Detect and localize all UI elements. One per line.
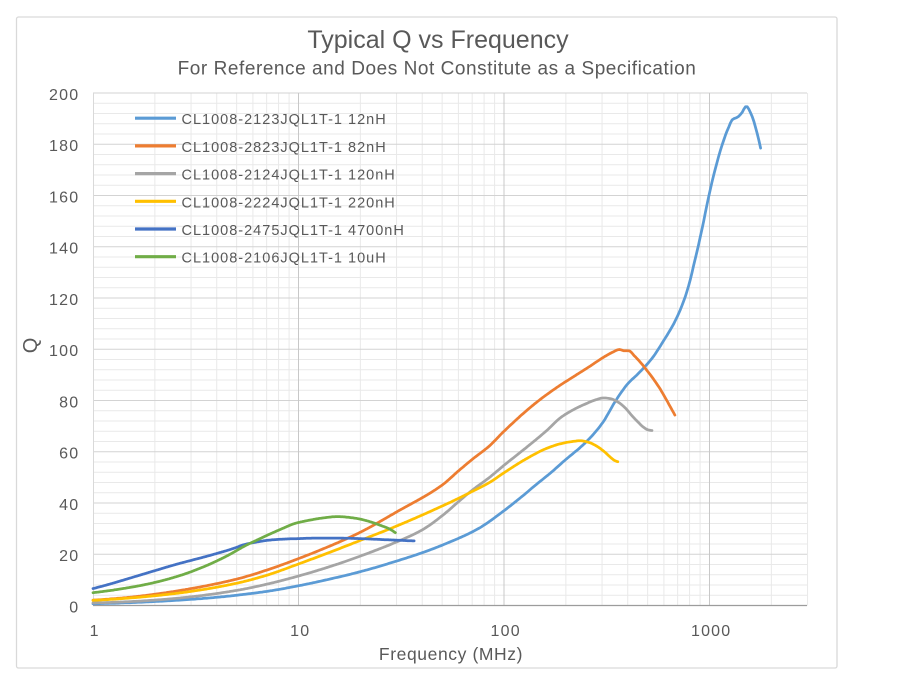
svg-text:10: 10 [290,623,310,640]
svg-text:100: 100 [49,343,79,360]
svg-text:Q: Q [20,338,42,354]
svg-text:120: 120 [49,292,79,309]
svg-text:CL1008-2106JQL1T-1 10uH: CL1008-2106JQL1T-1 10uH [182,251,387,267]
svg-text:0: 0 [69,599,79,616]
svg-text:80: 80 [59,394,79,411]
svg-text:1000: 1000 [691,623,731,640]
svg-text:Typical Q vs Frequency: Typical Q vs Frequency [307,26,569,54]
svg-text:40: 40 [59,497,79,514]
svg-text:60: 60 [59,446,79,463]
svg-text:Frequency (MHz): Frequency (MHz) [379,644,523,664]
svg-text:For Reference and Does Not Con: For Reference and Does Not Constitute as… [178,59,697,80]
svg-text:1: 1 [90,623,100,640]
svg-text:CL1008-2123JQL1T-1 12nH: CL1008-2123JQL1T-1 12nH [182,112,387,128]
svg-text:160: 160 [49,189,79,206]
svg-text:CL1008-2224JQL1T-1 220nH: CL1008-2224JQL1T-1 220nH [182,195,396,211]
svg-text:CL1008-2475JQL1T-1 4700nH: CL1008-2475JQL1T-1 4700nH [182,223,405,239]
svg-text:CL1008-2124JQL1T-1 120nH: CL1008-2124JQL1T-1 120nH [182,168,396,184]
svg-text:100: 100 [491,623,521,640]
svg-text:CL1008-2823JQL1T-1 82nH: CL1008-2823JQL1T-1 82nH [182,140,387,156]
svg-text:200: 200 [49,87,79,104]
svg-text:180: 180 [49,138,79,155]
svg-text:20: 20 [59,548,79,565]
svg-text:140: 140 [49,241,79,258]
